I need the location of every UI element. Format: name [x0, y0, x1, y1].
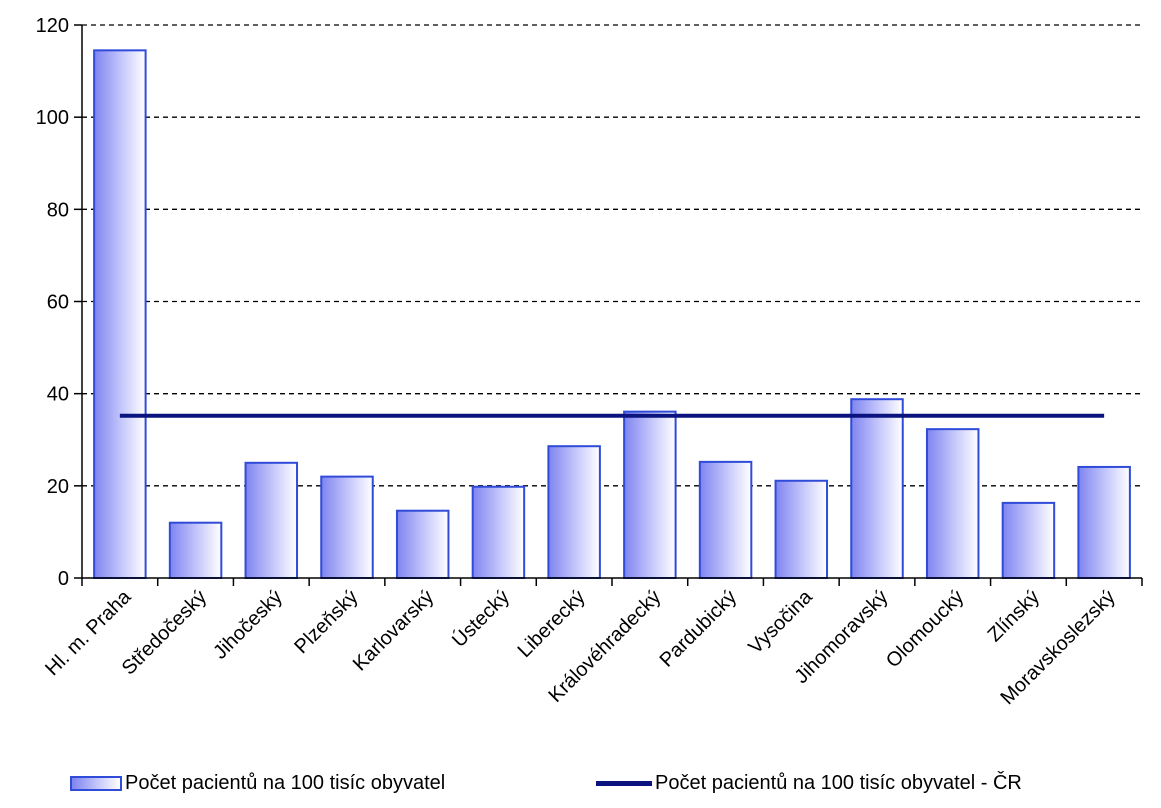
- bar: [774, 479, 829, 579]
- bar-chart: 0 20 40 60 80 100 120 Hl. m. PrahaStředočeskýJ…: [36, 15, 1143, 709]
- y-tick-label: 120: [36, 15, 69, 37]
- bar: [1001, 501, 1056, 579]
- x-tick-label: Jihočeský: [209, 586, 287, 664]
- bar: [93, 49, 147, 580]
- bar: [471, 485, 526, 580]
- axes: [74, 24, 1143, 586]
- bar: [623, 410, 677, 579]
- bar: [244, 461, 299, 579]
- y-tick-label: 20: [47, 476, 69, 498]
- y-tick-label: 0: [58, 568, 69, 590]
- legend-item-bars: Počet pacientů na 100 tisíc obyvatel: [70, 772, 445, 795]
- y-tick-label: 60: [47, 292, 69, 314]
- bar: [925, 428, 980, 580]
- bar: [395, 509, 450, 579]
- legend-swatch-bars: [70, 776, 122, 791]
- bar: [1077, 465, 1131, 580]
- y-tick-label: 100: [36, 107, 69, 129]
- legend-item-line: Počet pacientů na 100 tisíc obyvatel - Č…: [596, 772, 1022, 795]
- legend-label-line: Počet pacientů na 100 tisíc obyvatel - Č…: [655, 772, 1022, 794]
- x-tick-label: Pardubický: [656, 586, 742, 672]
- x-tick-label: Liberecký: [514, 586, 590, 662]
- x-tick-label: Ústecký: [447, 585, 514, 652]
- legend-swatch-line: [596, 781, 652, 786]
- y-tick-label: 40: [47, 384, 69, 406]
- x-tick-label: Olomoucký: [882, 586, 968, 672]
- x-tick-label: Plzeňský: [290, 586, 362, 658]
- bars: [93, 49, 1131, 580]
- y-tick-labels: 0 20 40 60 80 100 120: [36, 15, 69, 590]
- legend-label-bars: Počet pacientů na 100 tisíc obyvatel: [125, 772, 446, 794]
- x-tick-label: Karlovarský: [349, 586, 438, 675]
- bar: [850, 398, 904, 579]
- y-tick-label: 80: [47, 199, 69, 221]
- bar: [547, 445, 601, 579]
- bar: [168, 521, 223, 580]
- legend: Počet pacientů na 100 tisíc obyvatel Poč…: [0, 768, 1161, 802]
- x-tick-label: Vysočina: [744, 585, 817, 658]
- bar: [320, 475, 374, 579]
- bar: [698, 460, 753, 579]
- x-tick-label: Zlínský: [984, 586, 1044, 646]
